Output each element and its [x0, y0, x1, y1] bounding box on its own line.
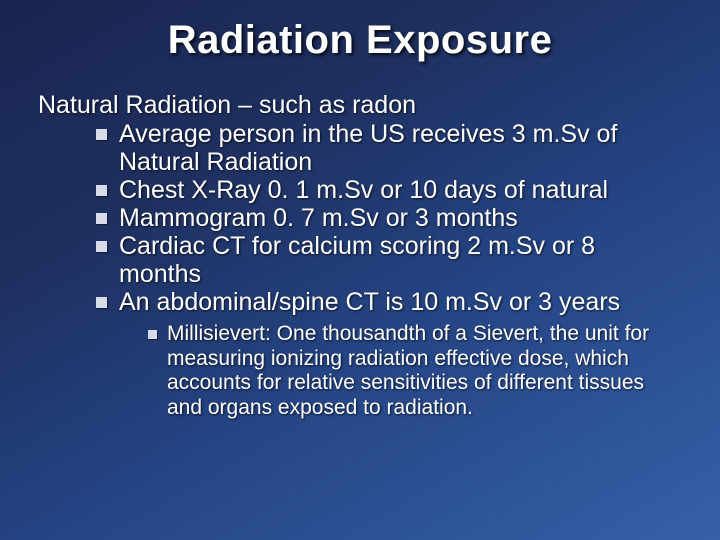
list-item: An abdominal/spine CT is 10 m.Sv or 3 ye… — [96, 288, 674, 316]
square-bullet-icon — [96, 129, 107, 140]
slide-container: Radiation Exposure Natural Radiation – s… — [0, 0, 720, 441]
slide-title: Radiation Exposure — [36, 18, 684, 63]
list-item-text: Millisievert: One thousandth of a Siever… — [167, 322, 664, 421]
list-item-text: Average person in the US receives 3 m.Sv… — [119, 120, 674, 176]
list-item: Mammogram 0. 7 m.Sv or 3 months — [96, 204, 674, 232]
square-bullet-icon — [96, 297, 107, 308]
bullet-list-level2: Millisievert: One thousandth of a Siever… — [148, 322, 664, 421]
list-item-text: An abdominal/spine CT is 10 m.Sv or 3 ye… — [119, 288, 620, 316]
list-item: Average person in the US receives 3 m.Sv… — [96, 120, 674, 176]
square-bullet-icon — [96, 241, 107, 252]
square-bullet-icon — [148, 330, 157, 339]
bullet-list-level1: Average person in the US receives 3 m.Sv… — [96, 120, 674, 316]
square-bullet-icon — [96, 213, 107, 224]
list-item: Chest X-Ray 0. 1 m.Sv or 10 days of natu… — [96, 176, 674, 204]
lead-text: Natural Radiation – such as radon — [38, 91, 684, 120]
square-bullet-icon — [96, 185, 107, 196]
list-item-text: Mammogram 0. 7 m.Sv or 3 months — [119, 204, 518, 232]
list-item: Millisievert: One thousandth of a Siever… — [148, 322, 664, 421]
list-item-text: Chest X-Ray 0. 1 m.Sv or 10 days of natu… — [119, 176, 608, 204]
list-item-text: Cardiac CT for calcium scoring 2 m.Sv or… — [119, 232, 674, 288]
list-item: Cardiac CT for calcium scoring 2 m.Sv or… — [96, 232, 674, 288]
